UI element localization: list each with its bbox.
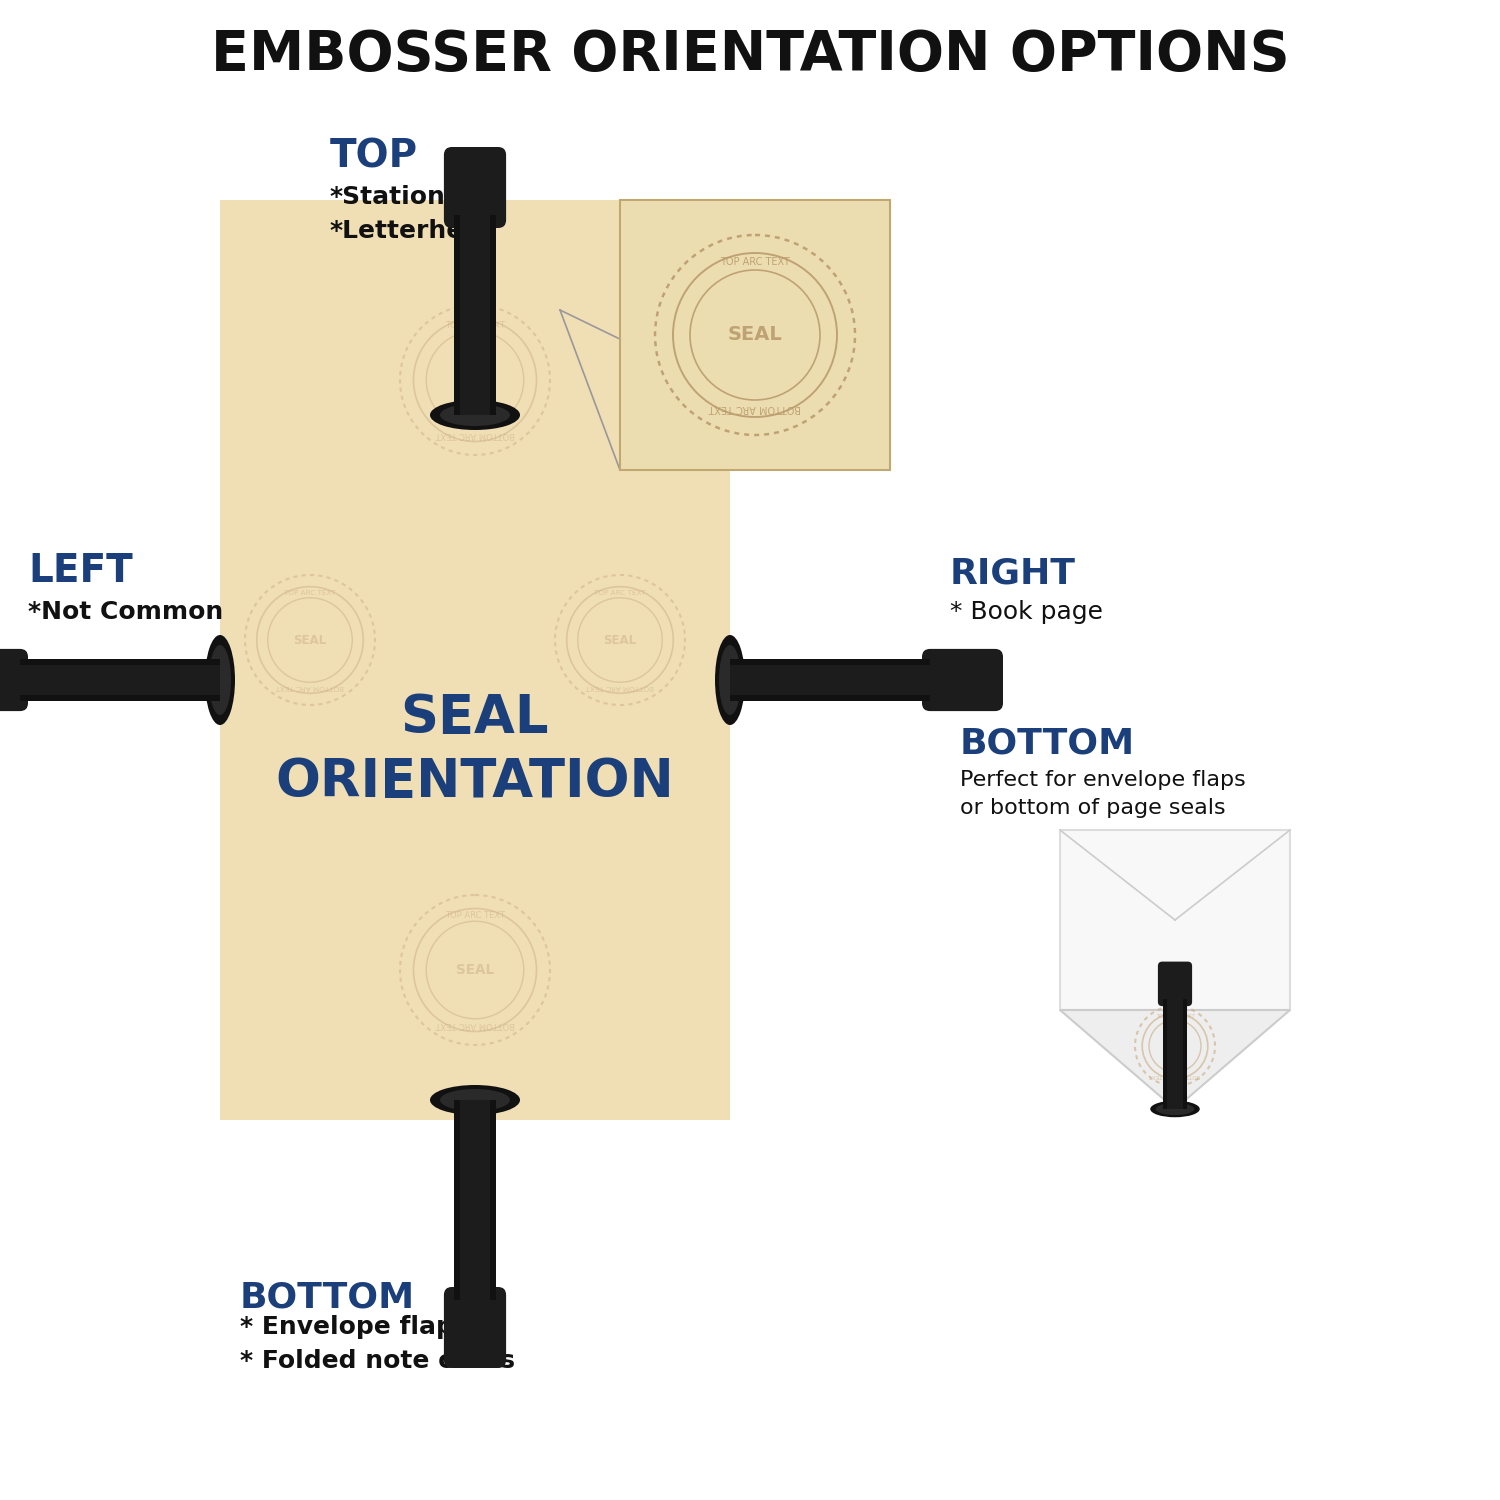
Bar (730, 658, 930, 664)
Bar (730, 694, 930, 700)
Text: BOTTOM: BOTTOM (240, 1280, 416, 1314)
Bar (1164, 999, 1167, 1108)
Text: * Envelope flaps
* Folded note cards: * Envelope flaps * Folded note cards (240, 1316, 514, 1372)
Bar (454, 1100, 460, 1300)
Text: BOTTOM ARC TEXT: BOTTOM ARC TEXT (276, 684, 344, 690)
Text: SEAL: SEAL (728, 326, 783, 345)
FancyBboxPatch shape (0, 650, 28, 711)
Bar (220, 200, 730, 1120)
Ellipse shape (440, 1089, 510, 1112)
FancyBboxPatch shape (444, 147, 506, 228)
FancyBboxPatch shape (1158, 962, 1192, 1006)
Bar (620, 200, 890, 470)
Text: SEAL: SEAL (294, 633, 327, 646)
Text: BOTTOM ARC TEXT: BOTTOM ARC TEXT (586, 684, 654, 690)
Bar (454, 214, 460, 416)
Text: TOP ARC TEXT: TOP ARC TEXT (594, 590, 646, 596)
Text: TOP ARC TEXT: TOP ARC TEXT (446, 321, 506, 330)
Text: * Book page: * Book page (950, 600, 1102, 624)
Bar (20, 694, 220, 700)
Text: TOP ARC TEXT: TOP ARC TEXT (446, 910, 506, 920)
Bar (20, 658, 220, 664)
Bar (1164, 999, 1186, 1108)
Ellipse shape (430, 400, 520, 430)
Ellipse shape (1150, 1101, 1200, 1118)
Bar (1184, 999, 1186, 1108)
Ellipse shape (430, 1084, 520, 1114)
Text: SEAL: SEAL (603, 633, 636, 646)
Text: BOTTOM ARC TEXT: BOTTOM ARC TEXT (1149, 1072, 1200, 1077)
Text: SEAL: SEAL (1164, 1041, 1186, 1050)
Bar (730, 658, 930, 700)
Text: TOP: TOP (330, 136, 419, 176)
Ellipse shape (718, 645, 741, 716)
Text: Perfect for envelope flaps
or bottom of page seals: Perfect for envelope flaps or bottom of … (960, 770, 1245, 818)
Ellipse shape (1155, 1102, 1194, 1114)
Bar (490, 214, 496, 416)
Text: SEAL
ORIENTATION: SEAL ORIENTATION (276, 692, 675, 808)
Text: BOTTOM: BOTTOM (960, 726, 1136, 760)
Text: SEAL: SEAL (456, 374, 494, 387)
Polygon shape (1060, 1010, 1290, 1108)
Text: BOTTOM ARC TEXT: BOTTOM ARC TEXT (435, 430, 514, 439)
Text: LEFT: LEFT (28, 552, 132, 590)
Text: *Not Common: *Not Common (28, 600, 224, 624)
Bar (454, 1100, 497, 1300)
Text: *Stationery
*Letterhead: *Stationery *Letterhead (330, 184, 500, 243)
Bar (490, 1100, 496, 1300)
Text: TOP ARC TEXT: TOP ARC TEXT (1155, 1014, 1194, 1020)
Ellipse shape (209, 645, 231, 716)
FancyBboxPatch shape (922, 650, 1004, 711)
Text: SEAL: SEAL (456, 963, 494, 976)
Bar (454, 214, 497, 416)
Text: TOP ARC TEXT: TOP ARC TEXT (720, 256, 790, 267)
Text: TOP ARC TEXT: TOP ARC TEXT (284, 590, 336, 596)
Bar (1060, 830, 1290, 1010)
Text: BOTTOM ARC TEXT: BOTTOM ARC TEXT (710, 404, 801, 412)
Text: EMBOSSER ORIENTATION OPTIONS: EMBOSSER ORIENTATION OPTIONS (210, 28, 1290, 82)
Bar (20, 658, 220, 700)
Text: BOTTOM ARC TEXT: BOTTOM ARC TEXT (435, 1020, 514, 1029)
FancyBboxPatch shape (444, 1287, 506, 1368)
Text: RIGHT: RIGHT (950, 556, 1076, 590)
Ellipse shape (440, 404, 510, 426)
Ellipse shape (716, 634, 746, 724)
Ellipse shape (206, 634, 236, 724)
